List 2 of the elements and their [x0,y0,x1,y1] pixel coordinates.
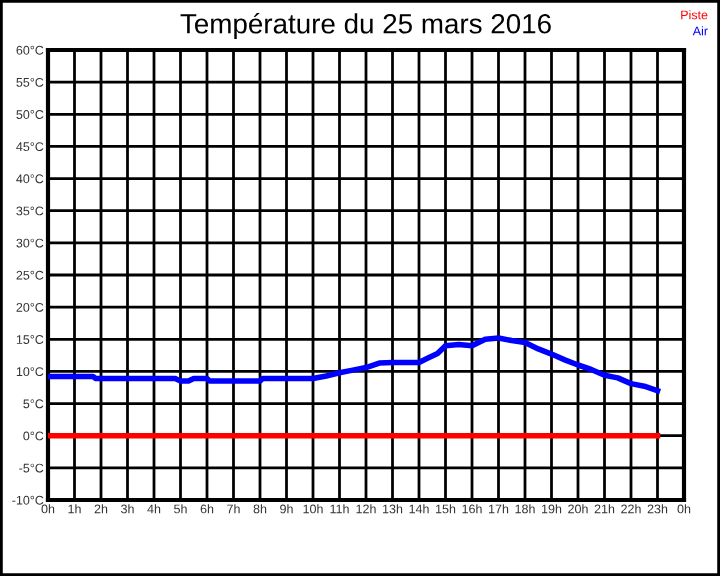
chart-title: Température du 25 mars 2016 [180,12,551,40]
line-series [48,335,661,394]
